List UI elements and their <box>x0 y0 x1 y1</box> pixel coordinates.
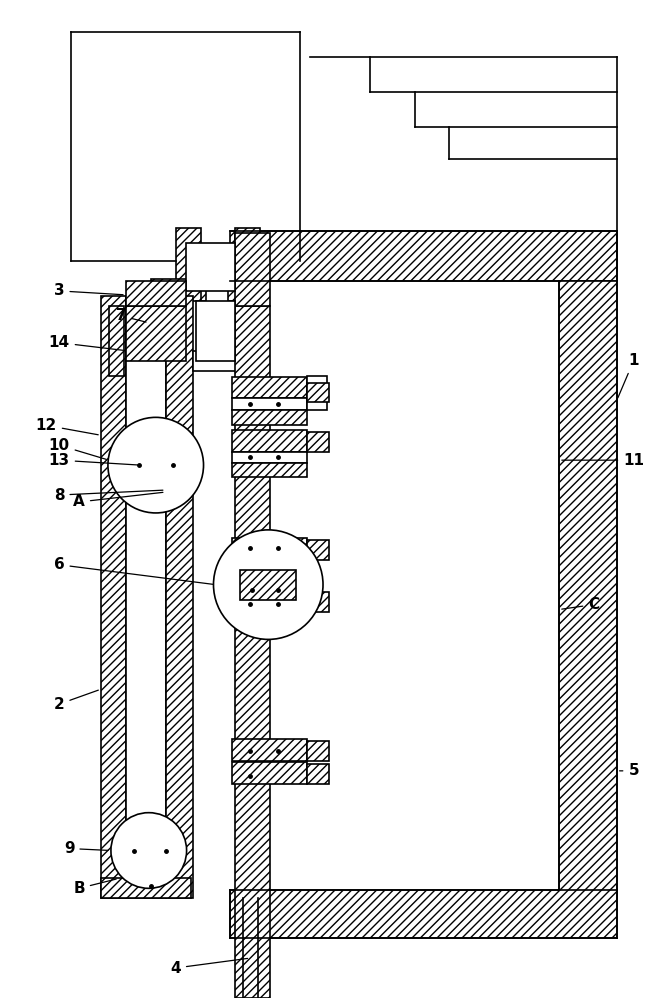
Bar <box>196 301 235 361</box>
Bar <box>233 463 307 477</box>
Bar <box>307 432 329 452</box>
Text: 5: 5 <box>620 763 639 778</box>
Bar <box>233 538 307 560</box>
Text: C: C <box>562 597 599 612</box>
Bar <box>307 540 329 560</box>
Bar <box>233 410 307 425</box>
Bar <box>126 306 185 361</box>
Bar <box>233 377 307 398</box>
Bar <box>235 233 271 306</box>
Bar <box>240 570 296 600</box>
Bar <box>126 296 166 898</box>
Bar <box>233 592 307 612</box>
Text: 12: 12 <box>35 418 98 435</box>
Bar <box>151 279 206 301</box>
Bar <box>126 281 185 306</box>
Bar <box>307 383 329 402</box>
Bar <box>233 739 307 761</box>
Text: 6: 6 <box>54 557 213 584</box>
Bar <box>166 296 193 898</box>
Text: 2: 2 <box>54 690 98 712</box>
Bar <box>101 878 191 898</box>
Bar <box>231 890 617 938</box>
Text: B: B <box>73 879 116 896</box>
Bar <box>185 243 235 291</box>
Bar <box>233 762 307 784</box>
Bar <box>231 231 617 281</box>
Bar <box>176 228 200 283</box>
Bar <box>101 296 126 898</box>
Text: 9: 9 <box>64 841 108 856</box>
Bar <box>233 430 307 452</box>
Bar <box>109 306 124 376</box>
Text: 13: 13 <box>48 453 138 468</box>
Circle shape <box>108 417 204 513</box>
Bar <box>307 376 327 410</box>
Text: 11: 11 <box>562 453 645 468</box>
Text: 4: 4 <box>170 958 248 976</box>
Bar <box>235 228 260 283</box>
Circle shape <box>214 530 323 639</box>
Text: 14: 14 <box>48 335 123 350</box>
Bar <box>559 281 617 898</box>
Text: A: A <box>73 492 163 509</box>
Bar <box>307 592 329 612</box>
Bar <box>307 741 329 761</box>
Text: 10: 10 <box>48 438 106 459</box>
Text: 1: 1 <box>618 353 639 398</box>
Bar <box>193 351 242 371</box>
Bar <box>235 306 271 998</box>
Bar <box>233 452 307 463</box>
Bar <box>233 398 307 410</box>
Text: 7: 7 <box>115 308 146 323</box>
Bar <box>307 764 329 784</box>
Circle shape <box>111 813 187 888</box>
Text: 3: 3 <box>54 283 123 298</box>
Text: 8: 8 <box>54 488 163 503</box>
Bar <box>229 279 263 301</box>
